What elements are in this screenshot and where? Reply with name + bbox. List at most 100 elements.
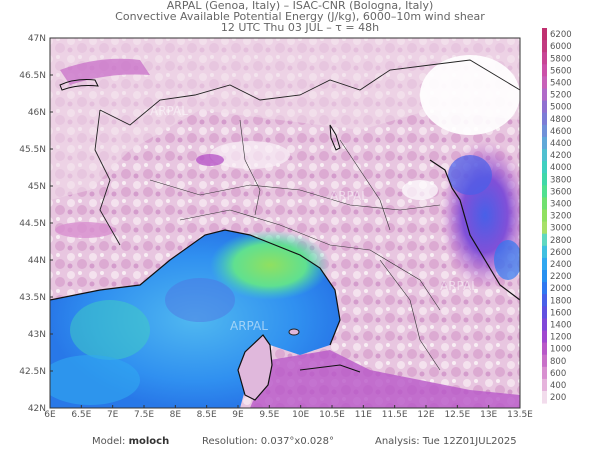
colorbar-swatch [542,233,547,247]
low-cape-patch [402,180,438,200]
colorbar-swatch [542,136,547,150]
colorbar-swatch [542,197,547,210]
title-line-3: 12 UTC Thu 03 JUL – τ = 48h [220,21,380,34]
peak-cape-area [50,355,140,405]
colorbar-swatch [542,366,547,380]
watermark: ARPAL [230,319,268,333]
colorbar-label: 2000 [550,284,572,294]
coastline [429,159,520,301]
lon-tick-label: 6.5E [71,410,91,420]
colorbar-label: 3800 [550,175,572,185]
colorbar-swatch [542,209,547,223]
colorbar-label: 4800 [550,115,572,125]
lat-tick-label: 47N [28,34,46,44]
colorbar-label: 3600 [550,187,572,197]
colorbar-swatch [542,270,547,283]
low-cape-patch [210,141,290,169]
country-border [99,59,520,126]
coastline [50,229,341,346]
colorbar-swatch [542,354,547,368]
colorbar-label: 4000 [550,163,572,173]
region-border [339,139,391,231]
colorbar-label: 5600 [550,66,572,76]
lat-tick-label: 43.5N [19,293,46,303]
colorbar-label: 1400 [550,320,572,330]
lon-tick-label: 12.5E [444,410,470,420]
lat-tick-label: 42.5N [19,367,46,377]
elba-land [288,328,300,336]
colorbar-label: 6000 [550,42,572,52]
colorbar-label: 2400 [550,260,572,270]
lake-outline [59,79,99,91]
colorbar-swatch [542,124,547,138]
lon-tick-label: 12E [417,410,434,420]
colorbar-label: 3000 [550,224,572,234]
watermark: ARPAL [330,189,368,203]
model-value: moloch [128,436,170,447]
high-cape-streak [60,58,150,85]
colorbar-label: 3200 [550,212,572,222]
lat-tick-label: 43N [28,330,46,340]
colorbar-label: 5200 [550,91,572,101]
lon-tick-label: 7E [107,410,119,420]
colorbar-label: 4600 [550,127,572,137]
colorbar-label: 1200 [550,333,572,343]
colorbar-swatch [542,245,547,259]
colorbar-swatch [542,391,547,404]
lat-tick-label: 44.5N [19,219,46,229]
adriatic-cape-field [448,155,492,195]
lat-tick-label: 46.5N [19,71,46,81]
colorbar-label: 3400 [550,199,572,209]
colorbar-swatch [542,88,547,102]
colorbar-swatch [542,173,547,186]
colorbar-swatch [542,28,547,41]
region-border [239,119,261,216]
lat-tick-label: 46N [28,108,46,118]
colorbar-swatch [542,378,547,392]
lat-tick-label: 42N [28,404,46,414]
colorbar-swatch [542,282,547,295]
model-label: Model: [92,436,126,447]
lon-tick-label: 13E [480,410,497,420]
lon-tick-label: 6E [44,410,56,420]
lon-tick-label: 7.5E [134,410,154,420]
watermark: ARPAL [440,279,478,293]
region-border [179,209,441,311]
resolution-info: Resolution: 0.037°x0.028° [202,436,334,447]
colorbar-swatch [542,257,547,271]
lon-tick-label: 9.5E [259,410,279,420]
lat-tick-label: 45.5N [19,145,46,155]
colorbar-swatch [542,221,547,235]
colorbar-label: 5000 [550,103,572,113]
colorbar-swatch [542,306,547,319]
watermark: ARPAL [150,104,188,118]
colorbar-label: 1800 [550,296,572,306]
colorbar-label: 2600 [550,248,572,258]
lon-tick-label: 11E [355,410,372,420]
lon-tick-label: 9E [232,410,244,420]
peak-cape-area [210,230,330,300]
colorbar-swatch [542,52,547,65]
low-cape-patch [420,55,520,135]
alps-light-field [50,38,520,200]
colorbar-swatch [542,76,547,89]
colorbar-swatch [542,342,547,356]
colorbar-label: 400 [550,381,566,391]
cape-colorbar: 6200 6000 5800 5600 5400 5200 5000 4800 4600 4400… [542,28,572,404]
colorbar-label: 600 [550,369,566,379]
title-line-1: ARPAL (Genoa, Italy) – ISAC-CNR (Bologna… [166,0,434,12]
colorbar-swatch [542,294,547,307]
latitude-axis: 47N 46.5N 46N 45.5N 45N 44.5N 44N 43.5N 43N 42.5N… [19,34,53,414]
title-line-2: Convective Available Potential Energy (J… [115,10,485,23]
tyrrhenian-cape-field [250,350,520,408]
region-border [149,179,441,211]
colorbar-swatch [542,100,547,114]
lat-tick-label: 44N [28,256,46,266]
colorbar-label: 4400 [550,139,572,149]
lon-tick-label: 11.5E [382,410,408,420]
lake-outline [329,124,341,151]
colorbar-swatch [542,318,547,331]
colorbar-label: 1000 [550,345,572,355]
longitude-axis: 6E 6.5E 7E 7.5E 8E 8.5E 9E 9.5E 10E 10.5E 11E 11.5E… [44,405,533,420]
lon-tick-label: 8E [170,410,182,420]
